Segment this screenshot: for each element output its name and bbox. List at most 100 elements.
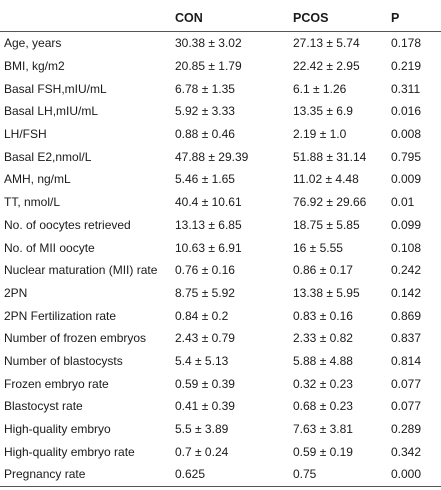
table-row: 2PN 8.75 ± 5.92 13.38 ± 5.95 0.142 <box>0 282 441 305</box>
row-variable-label: Blastocyst rate <box>4 399 83 414</box>
table-row: Blastocyst rate 0.41 ± 0.39 0.68 ± 0.23 0.0… <box>0 395 441 418</box>
table-row: BMI, kg/m2 20.85 ± 1.79 22.42 ± 2.95 0.219 <box>0 55 441 78</box>
row-p-value: 0.099 <box>391 217 422 232</box>
row-con-value: 0.76 ± 0.16 <box>175 263 235 278</box>
row-p-value: 0.178 <box>391 36 422 51</box>
table-header: CON PCOS P <box>0 4 441 32</box>
row-variable-label: Number of frozen embryos <box>4 331 147 346</box>
row-variable-label: No. of MII oocyte <box>4 240 95 255</box>
row-pcos-value: 0.83 ± 0.16 <box>293 308 353 323</box>
row-p-value: 0.009 <box>391 172 422 187</box>
row-variable-label: High-quality embryo rate <box>4 444 135 459</box>
header-variable <box>0 4 175 32</box>
row-p-value: 0.142 <box>391 285 422 300</box>
table-row: Basal FSH,mIU/mL 6.78 ± 1.35 6.1 ± 1.26 0.3… <box>0 77 441 100</box>
row-p-value: 0.077 <box>391 399 422 414</box>
row-pcos-value: 2.19 ± 1.0 <box>293 127 347 142</box>
table-row: LH/FSH 0.88 ± 0.46 2.19 ± 1.0 0.008 <box>0 123 441 146</box>
row-pcos-value: 22.42 ± 2.95 <box>293 59 360 74</box>
row-con-value: 0.7 ± 0.24 <box>175 444 229 459</box>
table-row: AMH, ng/mL 5.46 ± 1.65 11.02 ± 4.48 0.009 <box>0 168 441 191</box>
row-con-value: 10.63 ± 6.91 <box>175 240 242 255</box>
row-p-value: 0.814 <box>391 353 422 368</box>
row-variable-label: TT, nmol/L <box>4 195 61 210</box>
table-row: No. of MII oocyte 10.63 ± 6.91 16 ± 5.55 0.… <box>0 236 441 259</box>
row-variable-label: LH/FSH <box>4 127 47 142</box>
row-con-value: 30.38 ± 3.02 <box>175 36 242 51</box>
row-pcos-value: 16 ± 5.55 <box>293 240 343 255</box>
row-pcos-value: 11.02 ± 4.48 <box>293 172 359 187</box>
table-row: High-quality embryo 5.5 ± 3.89 7.63 ± 3.81… <box>0 418 441 441</box>
row-con-value: 47.88 ± 29.39 <box>175 149 249 164</box>
row-p-value: 0.000 <box>391 463 441 487</box>
row-con-value: 5.46 ± 1.65 <box>175 172 235 187</box>
row-p-value: 0.795 <box>391 149 422 164</box>
table-row: Age, years 30.38 ± 3.02 27.13 ± 5.74 0.178 <box>0 32 441 55</box>
table-row: 2PN Fertilization rate 0.84 ± 0.2 0.83 ± 0… <box>0 304 441 327</box>
row-pcos-value: 0.59 ± 0.19 <box>293 444 353 459</box>
row-con-value: 0.59 ± 0.39 <box>175 376 235 391</box>
row-p-value: 0.311 <box>391 81 421 96</box>
row-p-value: 0.01 <box>391 195 415 210</box>
row-con-value: 5.92 ± 3.33 <box>175 104 235 119</box>
row-con-value: 5.4 ± 5.13 <box>175 353 229 368</box>
row-con-value: 6.78 ± 1.35 <box>175 81 235 96</box>
row-pcos-value: 0.86 ± 0.17 <box>293 263 353 278</box>
table-row: Nuclear maturation (MII) rate 0.76 ± 0.16… <box>0 259 441 282</box>
row-pcos-value: 0.32 ± 0.23 <box>293 376 353 391</box>
row-variable-label: 2PN <box>4 285 28 300</box>
row-p-value: 0.077 <box>391 376 422 391</box>
row-pcos-value: 13.35 ± 6.9 <box>293 104 353 119</box>
header-row: CON PCOS P <box>0 4 441 32</box>
row-con-value: 13.13 ± 6.85 <box>175 217 242 232</box>
table-row: No. of oocytes retrieved 13.13 ± 6.85 18.7… <box>0 214 441 237</box>
row-p-value: 0.342 <box>391 444 422 459</box>
row-pcos-value: 7.63 ± 3.81 <box>293 422 353 437</box>
row-con-value: 0.84 ± 0.2 <box>175 308 229 323</box>
row-variable-label: Number of blastocysts <box>4 353 123 368</box>
table-body: Age, years 30.38 ± 3.02 27.13 ± 5.74 0.178 B… <box>0 32 441 487</box>
row-variable-label: Frozen embryo rate <box>4 376 109 391</box>
row-con-value: 20.85 ± 1.79 <box>175 59 242 74</box>
row-variable-label: Basal LH,mIU/mL <box>4 104 99 119</box>
table-row: Frozen embryo rate 0.59 ± 0.39 0.32 ± 0.23… <box>0 372 441 395</box>
row-con-value: 0.88 ± 0.46 <box>175 127 235 142</box>
header-pcos: PCOS <box>293 4 391 32</box>
row-p-value: 0.837 <box>391 331 422 346</box>
row-p-value: 0.869 <box>391 308 422 323</box>
table-row: Basal LH,mIU/mL 5.92 ± 3.33 13.35 ± 6.9 0.0… <box>0 100 441 123</box>
row-pcos-value: 6.1 ± 1.26 <box>293 81 347 96</box>
row-pcos-value: 27.13 ± 5.74 <box>293 36 360 51</box>
row-variable-label: High-quality embryo <box>4 422 111 437</box>
row-variable-label: Basal E2,nmol/L <box>4 149 92 164</box>
row-variable-label: Nuclear maturation (MII) rate <box>4 263 158 278</box>
table-row: Basal E2,nmol/L 47.88 ± 29.39 51.88 ± 31.1… <box>0 145 441 168</box>
row-variable-label: Age, years <box>4 36 62 51</box>
row-con-value: 0.41 ± 0.39 <box>175 399 235 414</box>
con-vs-pcos-table: CON PCOS P Age, years 30.38 ± 3.02 27.13 ±… <box>0 4 441 487</box>
row-pcos-value: 18.75 ± 5.85 <box>293 217 360 232</box>
row-p-value: 0.242 <box>391 263 422 278</box>
row-p-value: 0.008 <box>391 127 422 142</box>
row-pcos-value: 5.88 ± 4.88 <box>293 353 353 368</box>
row-con-value: 2.43 ± 0.79 <box>175 331 235 346</box>
table-row: Number of frozen embryos 2.43 ± 0.79 2.33 … <box>0 327 441 350</box>
row-variable-label: Pregnancy rate <box>0 463 175 487</box>
row-variable-label: BMI, kg/m2 <box>4 59 65 74</box>
table-row: TT, nmol/L 40.4 ± 10.61 76.92 ± 29.66 0.01 <box>0 191 441 214</box>
header-p: P <box>391 4 441 32</box>
table-row: High-quality embryo rate 0.7 ± 0.24 0.59 ±… <box>0 440 441 463</box>
row-pcos-value: 0.68 ± 0.23 <box>293 399 353 414</box>
header-con: CON <box>175 4 293 32</box>
row-con-value: 0.625 <box>175 463 293 487</box>
row-pcos-value: 13.38 ± 5.95 <box>293 285 360 300</box>
row-variable-label: 2PN Fertilization rate <box>4 308 117 323</box>
table-row: Pregnancy rate 0.625 0.75 0.000 <box>0 463 441 487</box>
row-variable-label: No. of oocytes retrieved <box>4 217 131 232</box>
row-p-value: 0.219 <box>391 59 422 74</box>
row-p-value: 0.108 <box>391 240 422 255</box>
table-row: Number of blastocysts 5.4 ± 5.13 5.88 ± 4.… <box>0 350 441 373</box>
row-variable-label: Basal FSH,mIU/mL <box>4 81 107 96</box>
row-pcos-value: 51.88 ± 31.14 <box>293 149 367 164</box>
